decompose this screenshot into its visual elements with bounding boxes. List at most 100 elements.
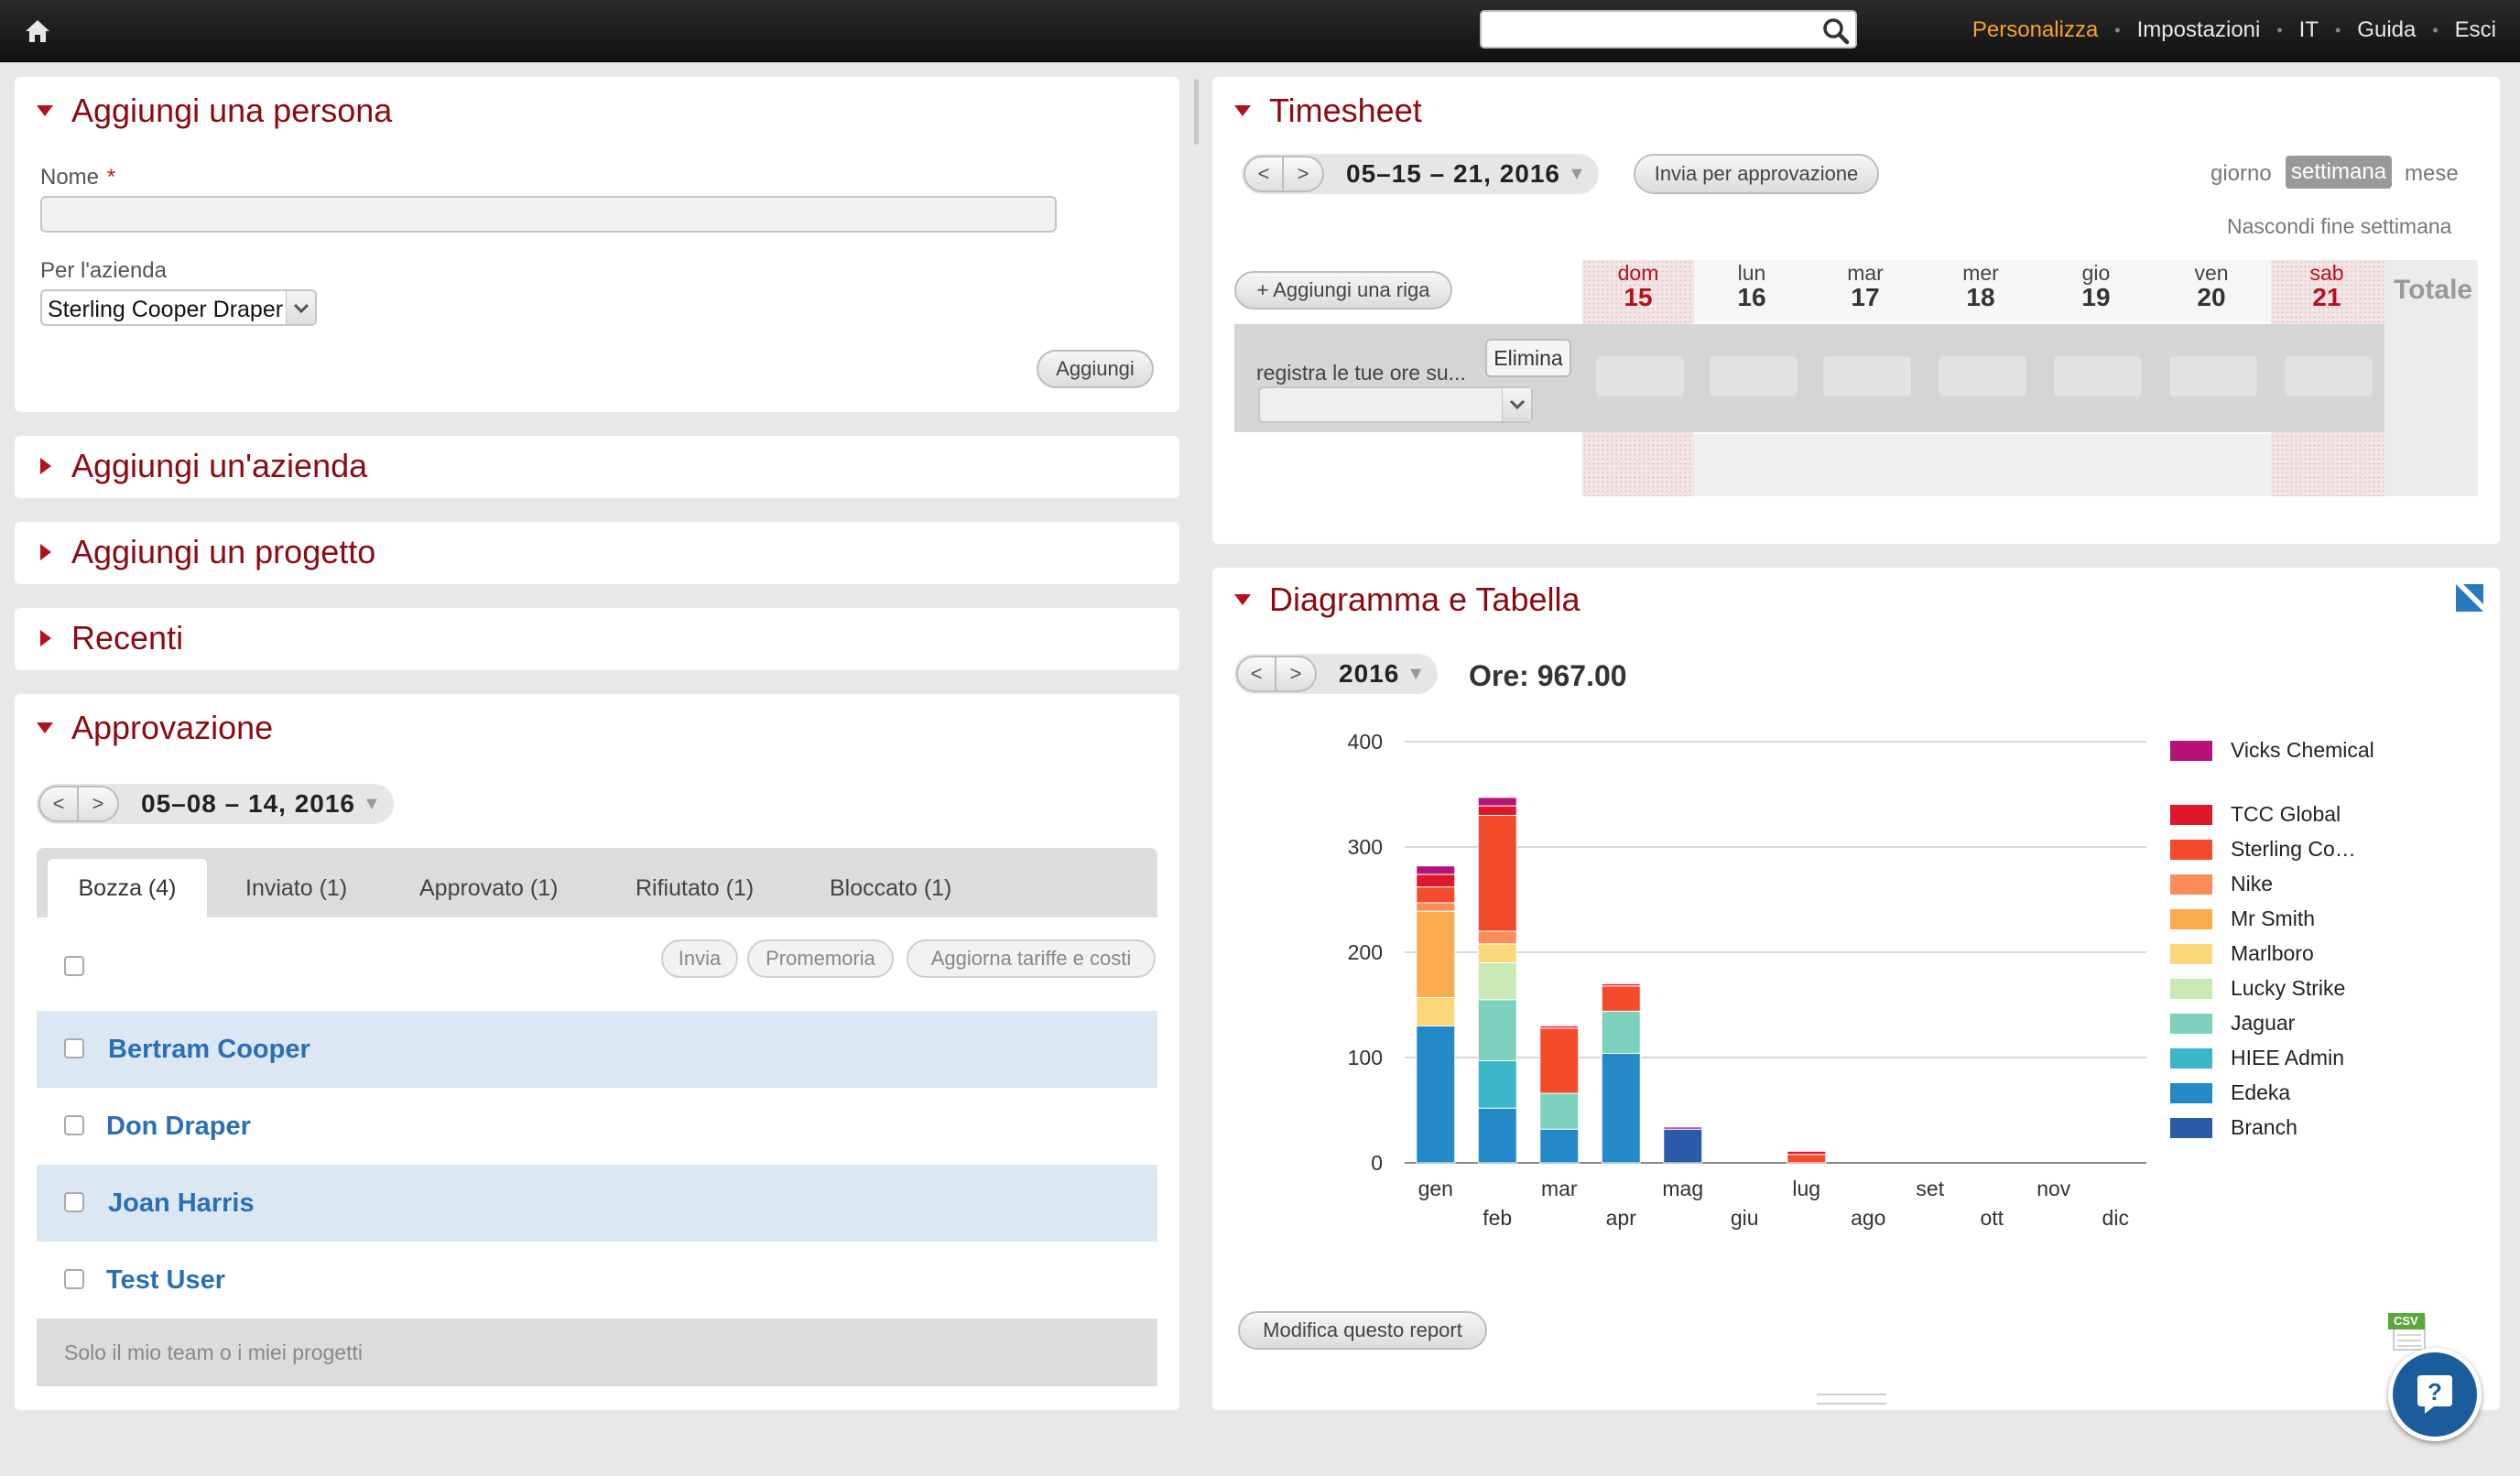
submit-approval-button[interactable]: Invia per approvazione — [1634, 154, 1879, 194]
add-person-toggle[interactable]: Aggiungi una persona — [37, 92, 392, 130]
view-giorno[interactable]: giorno — [2210, 161, 2272, 186]
name-label: Nome * — [40, 165, 116, 190]
next-week-button[interactable]: > — [79, 786, 119, 822]
company-select[interactable]: Sterling Cooper Draper — [40, 289, 317, 326]
timesheet-toggle[interactable]: Timesheet — [1234, 92, 1422, 130]
nav-esci[interactable]: Esci — [2454, 17, 2496, 42]
approval-date-range[interactable]: 05–08 – 14, 2016 — [141, 789, 355, 818]
add-person-panel: Aggiungi una persona Nome * Per l'aziend… — [15, 77, 1179, 412]
search-input[interactable] — [1491, 12, 1811, 45]
caret-down-icon[interactable]: ▼ — [362, 793, 381, 814]
tab-rifiutato[interactable]: Rifiutato (1) — [635, 875, 755, 901]
tab-inviato[interactable]: Inviato (1) — [245, 875, 348, 901]
hour-input[interactable] — [1709, 355, 1798, 397]
nav-separator: • — [2276, 20, 2283, 39]
add-person-button[interactable]: Aggiungi — [1037, 350, 1154, 388]
tab-bloccato[interactable]: Bloccato (1) — [830, 875, 952, 901]
person-link[interactable]: Don Draper — [106, 1112, 251, 1141]
resize-handle[interactable] — [1817, 1394, 1886, 1405]
edit-report-button[interactable]: Modifica questo report — [1238, 1311, 1487, 1350]
legend-item[interactable]: Sterling Co… — [2170, 837, 2377, 863]
nav-personalizza[interactable]: Personalizza — [1971, 17, 2099, 42]
tab-approvato[interactable]: Approvato (1) — [419, 875, 559, 901]
legend-item[interactable]: Vicks Chemical — [2170, 738, 2377, 765]
person-link[interactable]: Test User — [106, 1265, 226, 1295]
legend-item[interactable]: Edeka — [2170, 1080, 2377, 1107]
hour-input[interactable] — [1938, 355, 2027, 397]
nav-impostazioni[interactable]: Impostazioni — [2136, 17, 2261, 42]
chevron-down-icon — [1502, 388, 1531, 421]
send-button[interactable]: Invia — [661, 939, 738, 978]
day-header: ven 20 — [2194, 261, 2229, 311]
hour-input[interactable] — [2053, 355, 2143, 397]
legend-item[interactable]: Branch — [2170, 1115, 2377, 1142]
hide-weekend-link[interactable]: Nascondi fine settimana — [2227, 214, 2452, 238]
hour-input[interactable] — [1822, 355, 1912, 397]
day-header-bar — [1694, 260, 2271, 322]
approval-toggle[interactable]: Approvazione — [37, 709, 273, 747]
team-filter-link[interactable]: Solo il mio team o i miei progetti — [64, 1340, 363, 1364]
legend-item[interactable]: TCC Global — [2170, 802, 2377, 829]
chevron-down-icon — [286, 291, 315, 324]
home-icon[interactable] — [24, 18, 51, 44]
add-company-toggle[interactable]: Aggiungi un'azienda — [37, 447, 367, 485]
search-box[interactable] — [1480, 10, 1857, 49]
panel-title: Aggiungi un progetto — [71, 533, 376, 570]
caret-down-icon[interactable]: ▼ — [1407, 663, 1426, 684]
column-scrollbar[interactable] — [1194, 79, 1199, 145]
expand-icon[interactable] — [2456, 584, 2483, 612]
timesheet-date-range[interactable]: 05–15 – 21, 2016 — [1346, 159, 1560, 188]
row-checkbox[interactable] — [64, 1192, 84, 1212]
select-all-checkbox[interactable] — [64, 956, 84, 976]
legend-label: Sterling Co… — [2231, 837, 2356, 861]
name-field[interactable] — [40, 196, 1057, 233]
legend-item[interactable]: Mr Smith — [2170, 906, 2377, 933]
top-bar: Personalizza • Impostazioni • IT • Guida… — [0, 0, 2520, 62]
nav-guida[interactable]: Guida — [2357, 17, 2417, 42]
day-header: sab 21 — [2309, 261, 2344, 311]
chart-toggle[interactable]: Diagramma e Tabella — [1234, 581, 1580, 619]
person-link[interactable]: Joan Harris — [108, 1188, 255, 1218]
legend-item[interactable]: Jaguar — [2170, 1011, 2377, 1037]
legend-item[interactable]: Nike — [2170, 872, 2377, 898]
view-mese[interactable]: mese — [2405, 161, 2459, 186]
prev-week-button[interactable]: < — [38, 786, 79, 822]
legend-label: Lucky Strike — [2231, 976, 2346, 1000]
row-checkbox[interactable] — [64, 1115, 84, 1135]
collapse-icon — [1234, 105, 1251, 116]
hour-input[interactable] — [1595, 355, 1685, 397]
view-settimana[interactable]: settimana — [2286, 156, 2393, 189]
legend-item[interactable]: Lucky Strike — [2170, 976, 2377, 1003]
row-checkbox[interactable] — [64, 1038, 84, 1058]
caret-down-icon[interactable]: ▼ — [1567, 163, 1586, 184]
person-link[interactable]: Bertram Cooper — [108, 1035, 310, 1064]
nav-language[interactable]: IT — [2298, 17, 2319, 42]
hour-input[interactable] — [2284, 355, 2373, 397]
hour-input[interactable] — [2168, 355, 2258, 397]
delete-row-button[interactable]: Elimina — [1485, 339, 1571, 377]
day-header: mar 17 — [1847, 261, 1884, 311]
prev-year-button[interactable]: < — [1236, 656, 1276, 692]
expand-icon — [40, 458, 51, 474]
prev-week-button[interactable]: < — [1244, 156, 1284, 192]
legend-item[interactable]: HIEE Admin — [2170, 1046, 2377, 1072]
update-rates-button[interactable]: Aggiorna tariffe e costi — [907, 939, 1156, 978]
tab-bozza[interactable]: Bozza (4) — [48, 859, 207, 917]
recent-toggle[interactable]: Recenti — [37, 619, 183, 657]
legend-label: Branch — [2231, 1115, 2297, 1139]
add-row-button[interactable]: + Aggiungi una riga — [1234, 271, 1452, 309]
next-week-button[interactable]: > — [1284, 156, 1324, 192]
legend-item[interactable]: Marlboro — [2170, 941, 2377, 968]
project-select[interactable] — [1258, 386, 1533, 423]
timesheet-date-nav: < > 05–15 – 21, 2016 ▼ — [1242, 154, 1599, 194]
add-project-toggle[interactable]: Aggiungi un progetto — [37, 533, 375, 571]
row-checkbox[interactable] — [64, 1269, 84, 1289]
next-year-button[interactable]: > — [1276, 656, 1317, 692]
approval-tab-bar — [37, 848, 1157, 917]
chart-year[interactable]: 2016 — [1339, 659, 1400, 688]
help-button[interactable]: ? — [2388, 1348, 2482, 1441]
search-icon[interactable] — [1822, 17, 1850, 45]
reminder-button[interactable]: Promemoria — [747, 939, 894, 978]
csv-export-icon[interactable]: CSV — [2386, 1311, 2436, 1351]
total-column — [2384, 260, 2478, 496]
